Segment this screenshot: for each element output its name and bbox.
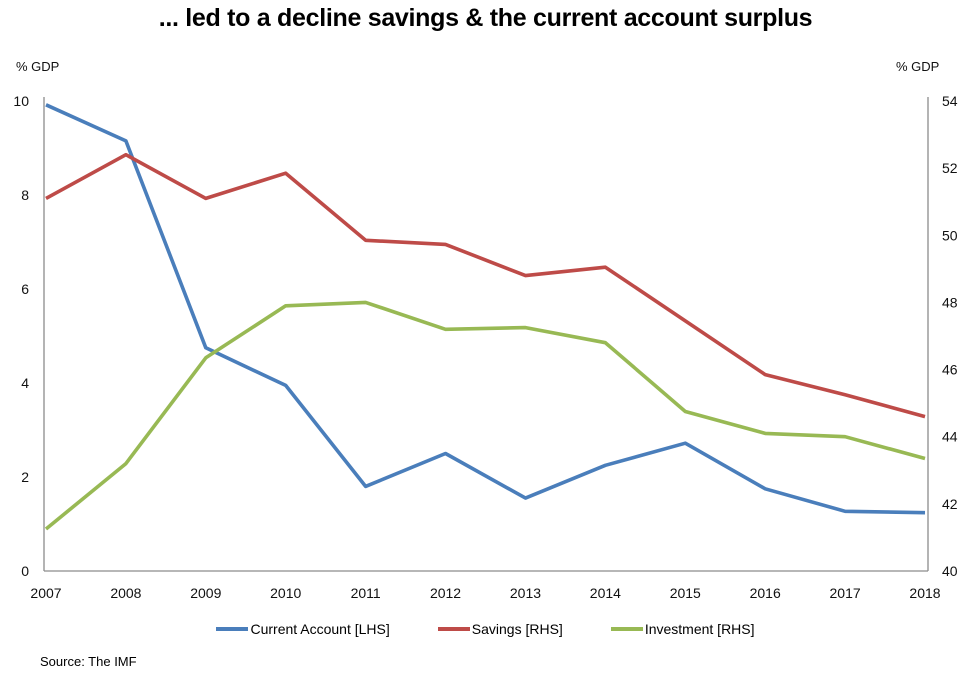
y-left-tick-label: 8 [21, 187, 29, 203]
x-tick-label: 2011 [351, 585, 381, 601]
y-left-tick-label: 4 [21, 375, 29, 391]
legend-item-investment: Investment [RHS] [610, 621, 755, 637]
x-tick-label: 2008 [110, 585, 141, 601]
legend-label: Savings [RHS] [471, 621, 563, 637]
legend-item-savings: Savings [RHS] [437, 621, 563, 637]
x-tick-label: 2018 [909, 585, 940, 601]
x-tick-label: 2009 [190, 585, 221, 601]
legend-swatch [437, 627, 470, 631]
y-right-tick-label: 54 [942, 93, 958, 109]
legend-item-current-account: Current Account [LHS] [216, 621, 390, 637]
y-left-tick-label: 10 [13, 93, 29, 109]
series-line-current-account [45, 103, 926, 515]
chart-title: ... led to a decline savings & the curre… [158, 4, 813, 32]
y-right-tick-label: 40 [942, 563, 958, 579]
legend-label: Current Account [LHS] [250, 621, 390, 637]
y-axis-left-label: % GDP [16, 59, 59, 74]
x-tick-label: 2014 [590, 585, 621, 601]
legend: Current Account [LHS] Savings [RHS] Invest… [0, 621, 971, 637]
y-right-tick-label: 46 [942, 362, 958, 378]
y-right-tick-label: 48 [942, 294, 958, 310]
x-tick-label: 2007 [30, 585, 61, 601]
source-note: Source: The IMF [40, 654, 137, 669]
y-left-tick-label: 0 [21, 563, 29, 579]
axes [43, 97, 929, 572]
legend-swatch [216, 627, 249, 631]
legend-swatch [610, 627, 643, 631]
series-line-investment [44, 300, 926, 531]
x-tick-label: 2010 [270, 585, 301, 601]
y-left-tick-label: 6 [21, 281, 29, 297]
x-tick-label: 2013 [510, 585, 541, 601]
y-right-tick-label: 52 [942, 160, 958, 176]
y-right-tick-label: 42 [942, 496, 958, 512]
y-right-tick-label: 44 [942, 429, 958, 445]
x-tick-label: 2012 [430, 585, 461, 601]
legend-label: Investment [RHS] [644, 621, 755, 637]
y-axis-right-label: % GDP [896, 59, 939, 74]
x-tick-label: 2015 [670, 585, 701, 601]
y-left-tick-label: 2 [21, 469, 29, 485]
x-tick-label: 2017 [830, 585, 861, 601]
series-lines [44, 103, 926, 531]
y-right-tick-label: 50 [942, 227, 958, 243]
series-line-savings [45, 152, 926, 419]
x-tick-label: 2016 [750, 585, 781, 601]
